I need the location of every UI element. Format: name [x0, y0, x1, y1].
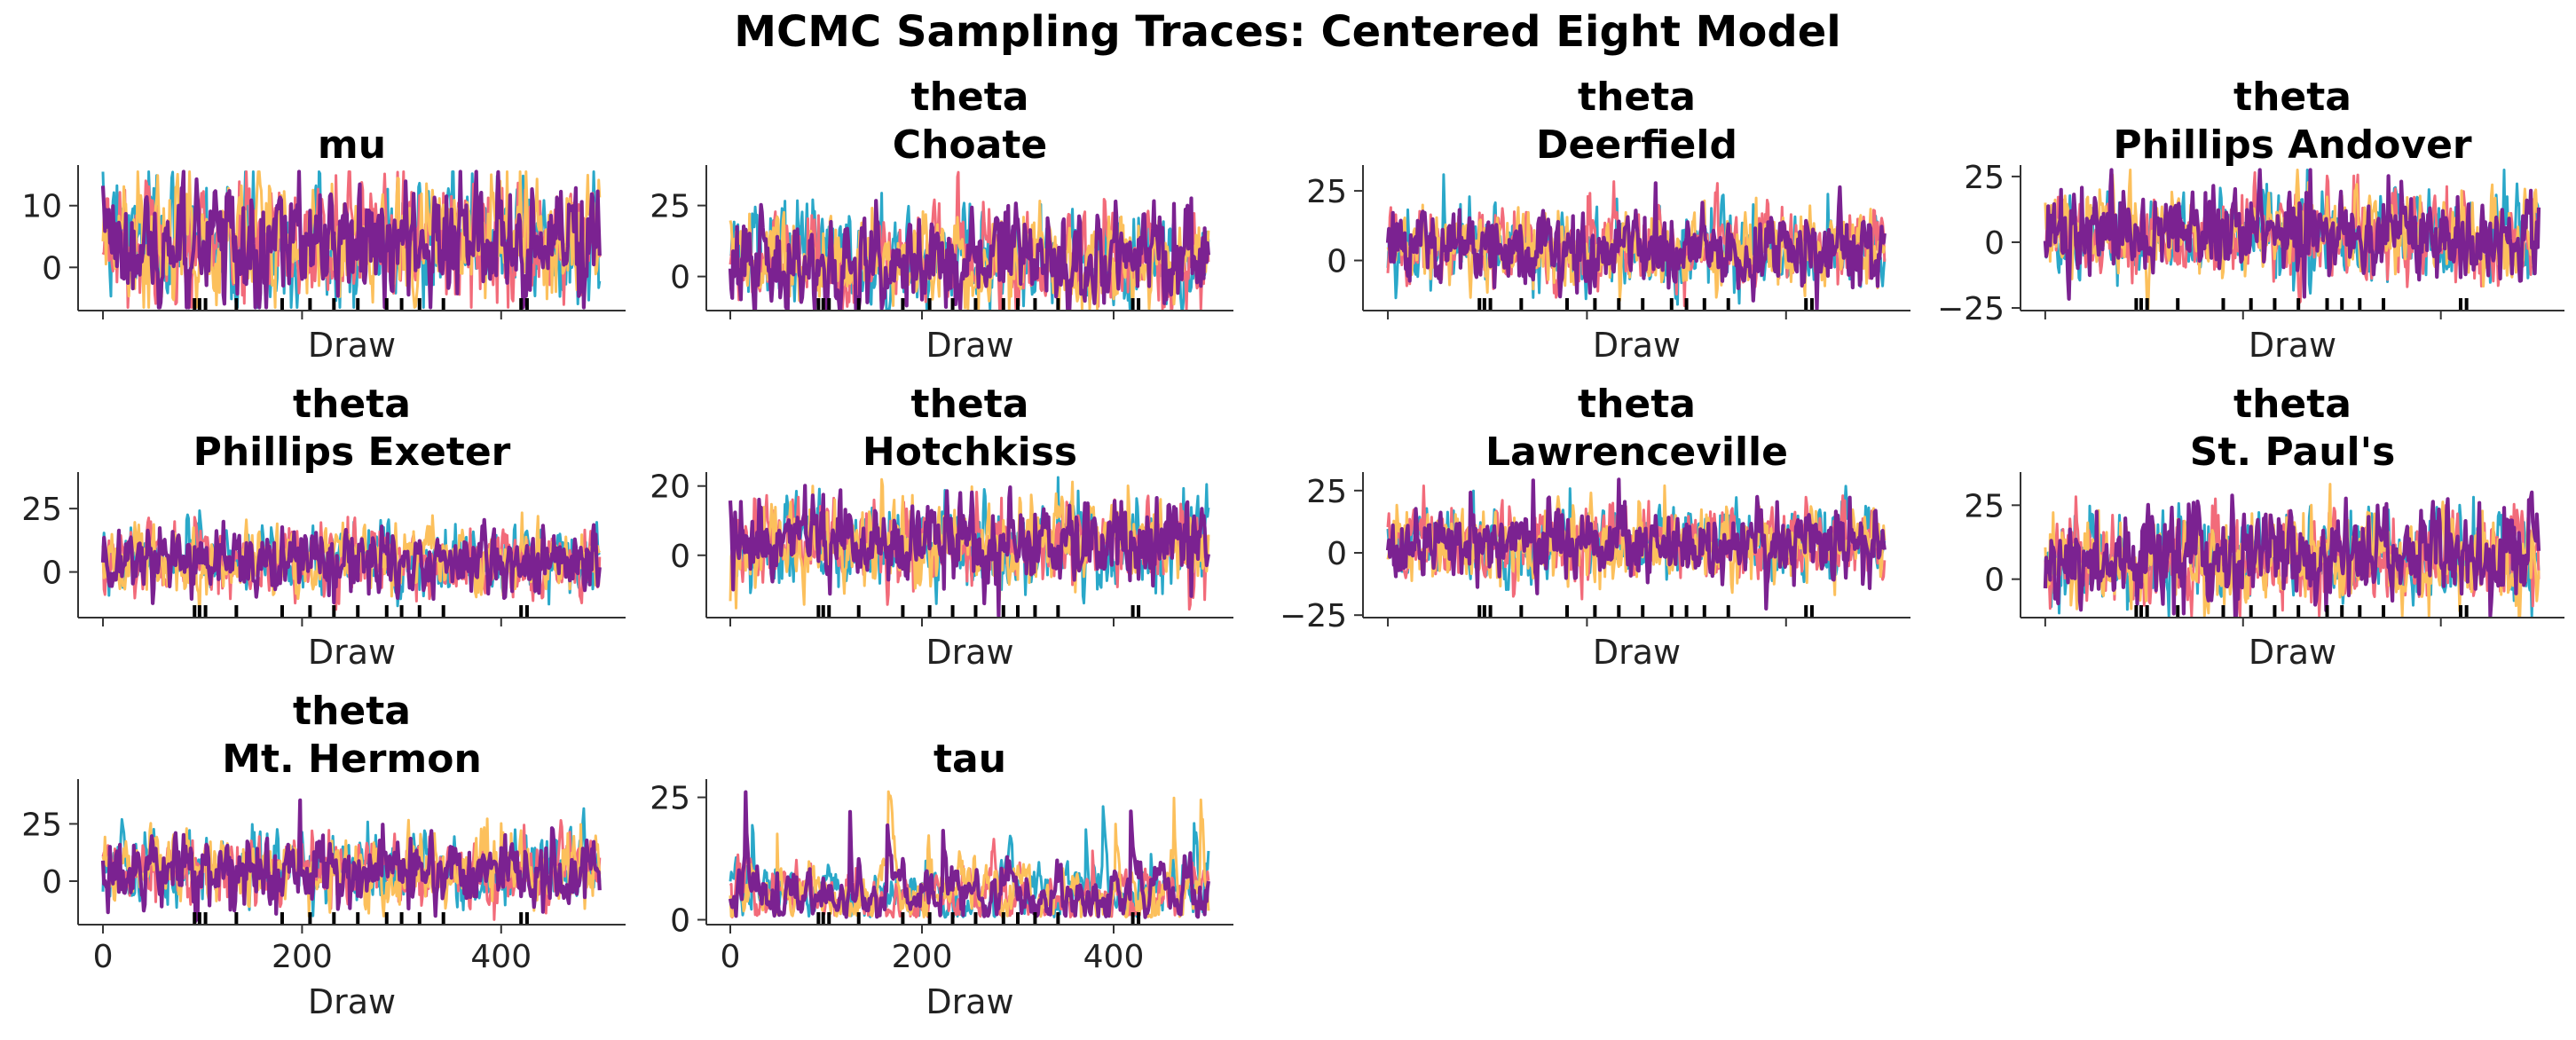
- chain-line-3: [2043, 168, 2541, 301]
- chain-line-3: [728, 196, 1210, 311]
- panel-title-line: theta: [911, 75, 1029, 120]
- chain-line-3: [100, 169, 602, 310]
- panel-title-line: theta: [911, 382, 1029, 427]
- y-tick-label: 0: [1984, 563, 2005, 599]
- y-tick-label: 0: [42, 864, 62, 901]
- y-tick-label: 25: [21, 807, 62, 843]
- x-tick-label: 200: [272, 939, 333, 975]
- panel-title-line: theta: [1578, 382, 1696, 427]
- y-tick-label: 0: [670, 260, 690, 296]
- panel-title-line: theta: [1578, 75, 1696, 120]
- y-tick-label: 25: [1306, 474, 1347, 510]
- y-tick-label: 10: [21, 189, 62, 225]
- y-tick-label: 25: [650, 189, 690, 225]
- x-tick-label: 400: [470, 939, 532, 975]
- chain-line-3: [1385, 477, 1887, 611]
- y-tick-label: 25: [1964, 160, 2005, 196]
- x-axis-label: Draw: [926, 633, 1013, 672]
- y-tick-label: 0: [670, 539, 690, 575]
- x-tick-label: 0: [93, 939, 114, 975]
- x-axis-label: Draw: [2249, 326, 2336, 365]
- chain-line-3: [728, 484, 1210, 618]
- x-tick-label: 0: [721, 939, 741, 975]
- y-tick-label: 25: [21, 492, 62, 528]
- trace-panel-0: mu 0 10 Draw: [21, 122, 626, 365]
- panel-title-line: Phillips Exeter: [193, 429, 511, 475]
- panel-title-line: theta: [293, 689, 411, 734]
- y-tick-label: 0: [42, 555, 62, 592]
- x-axis-label: Draw: [2249, 633, 2336, 672]
- y-tick-label: 25: [650, 781, 690, 817]
- chain-line-3: [1385, 181, 1887, 311]
- figure-title: MCMC Sampling Traces: Centered Eight Mod…: [734, 7, 1840, 57]
- x-tick-label: 400: [1083, 939, 1145, 975]
- panel-title-line: St. Paul's: [2190, 429, 2396, 475]
- chain-line-3: [100, 517, 602, 605]
- y-tick-label: 25: [1964, 488, 2005, 524]
- x-axis-label: Draw: [926, 982, 1013, 1021]
- trace-panel-9: tau 0 25 0 200 400 Draw: [650, 737, 1233, 1021]
- panel-title-line: Mt. Hermon: [222, 737, 482, 782]
- chain-line-3: [100, 798, 602, 924]
- y-tick-label: 0: [1327, 244, 1347, 280]
- chain-line-3: [728, 790, 1210, 919]
- chain-line-3: [2043, 490, 2541, 618]
- panel-title-line: Deerfield: [1536, 122, 1737, 168]
- x-axis-label: Draw: [926, 326, 1013, 365]
- x-axis-label: Draw: [1593, 633, 1681, 672]
- panel-title-line: Hotchkiss: [863, 429, 1077, 475]
- panel-title-line: tau: [934, 737, 1006, 782]
- panels: mu010DrawthetaChoate025DrawthetaDeerfiel…: [21, 75, 2564, 1021]
- x-axis-label: Draw: [308, 633, 396, 672]
- x-axis-label: Draw: [308, 982, 396, 1021]
- panel-title-line: theta: [293, 382, 411, 427]
- panel-title-line: Phillips Andover: [2113, 122, 2472, 168]
- y-tick-label: 0: [42, 250, 62, 287]
- y-tick-label: 0: [1984, 225, 2005, 262]
- y-tick-label: −25: [1280, 598, 1347, 634]
- x-tick-label: 200: [892, 939, 953, 975]
- y-tick-label: −25: [1937, 291, 2005, 327]
- panel-title-line: Choate: [893, 122, 1047, 168]
- panel-title-line: mu: [318, 122, 386, 168]
- y-tick-label: 0: [1327, 536, 1347, 572]
- y-tick-label: 20: [650, 469, 690, 506]
- y-tick-label: 25: [1306, 174, 1347, 210]
- x-axis-label: Draw: [1593, 326, 1681, 365]
- panel-title-line: Lawrenceville: [1485, 429, 1788, 475]
- x-axis-label: Draw: [308, 326, 396, 365]
- y-tick-label: 0: [670, 902, 690, 939]
- panel-title-line: theta: [2233, 382, 2351, 427]
- panel-title-line: theta: [2233, 75, 2351, 120]
